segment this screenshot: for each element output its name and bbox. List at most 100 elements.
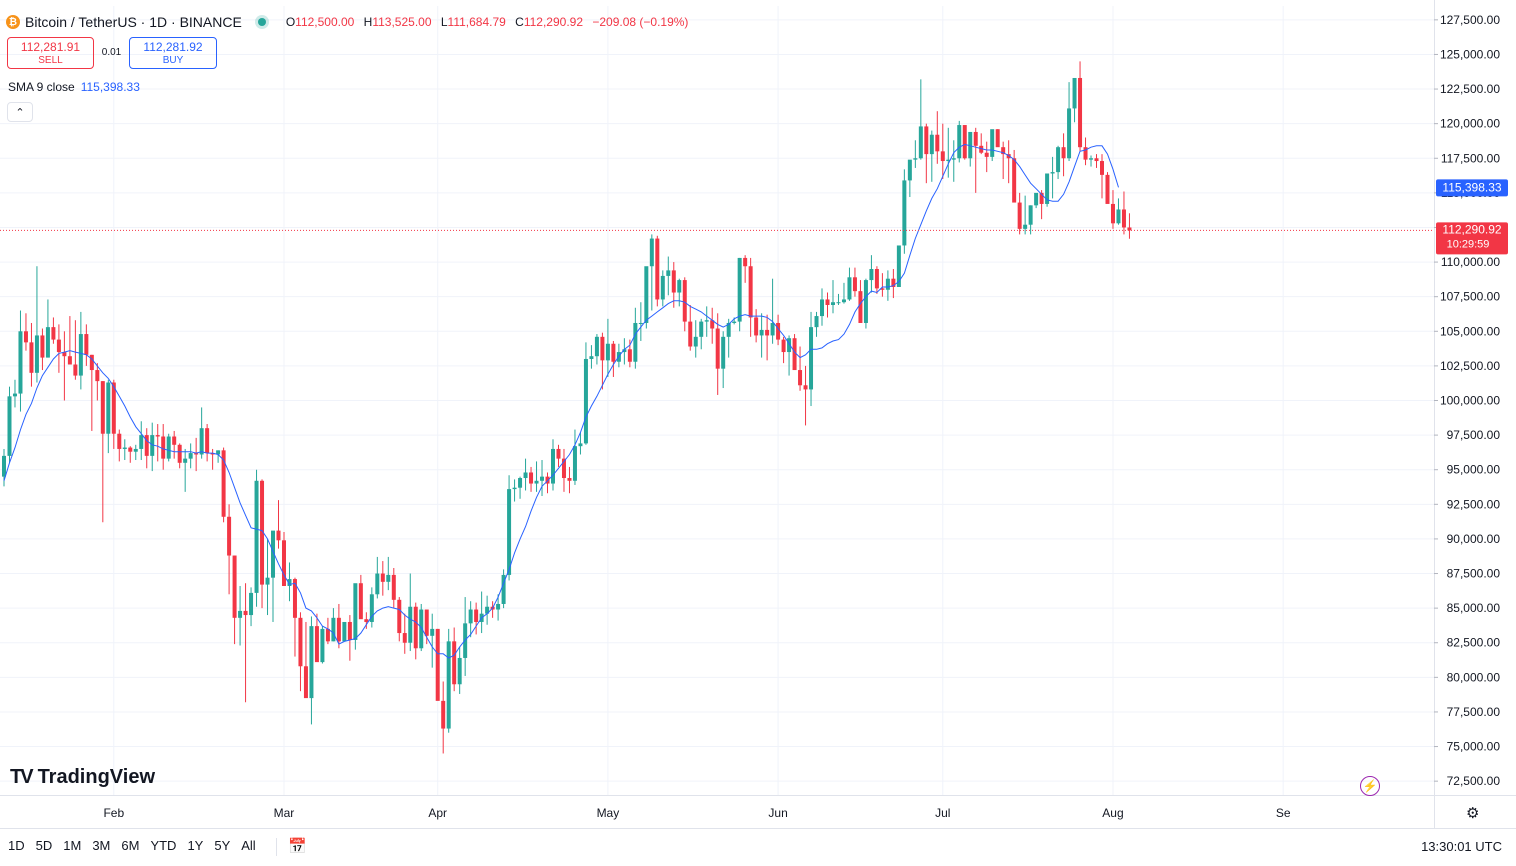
x-tick-label: Jul: [935, 806, 950, 820]
sell-button[interactable]: 112,281.91 SELL: [7, 37, 94, 69]
candle-body: [1050, 172, 1055, 174]
candle-body: [1067, 108, 1072, 159]
candle-body: [276, 530, 281, 541]
candle-body: [1094, 158, 1099, 162]
candle-body: [380, 573, 385, 582]
chevron-up-icon[interactable]: ⌃: [7, 102, 33, 122]
x-tick-label: May: [597, 806, 620, 820]
candle-body: [1056, 147, 1061, 173]
candle-body: [40, 335, 45, 358]
last-price-text: 112,290.92: [1442, 222, 1501, 236]
candle-body: [567, 478, 572, 481]
candle-body: [457, 657, 462, 685]
symbol-header[interactable]: ₿ Bitcoin / TetherUS · 1D · BINANCE O112…: [6, 12, 688, 32]
y-tick-label: 127,500.00: [1440, 13, 1500, 27]
candle-body: [540, 476, 545, 481]
range-button-1m[interactable]: 1M: [63, 838, 82, 853]
range-button-6m[interactable]: 6M: [121, 838, 140, 853]
candle-body: [918, 126, 923, 159]
y-tick-label: 120,000.00: [1440, 117, 1500, 131]
candle-body: [34, 335, 39, 373]
candle-body: [946, 159, 951, 162]
candle-body: [402, 633, 407, 643]
candle-body: [507, 489, 512, 575]
candle-body: [2, 455, 6, 477]
candle-body: [408, 606, 413, 643]
range-button-1d[interactable]: 1D: [8, 838, 25, 853]
range-buttons: 1D 5D 1M 3M 6M YTD 1Y 5Y All: [8, 838, 267, 853]
x-tick-label: Jun: [768, 806, 787, 820]
gear-icon[interactable]: ⚙: [1466, 805, 1480, 822]
candle-body: [342, 621, 347, 642]
candle-body: [655, 238, 660, 300]
candle-body: [984, 152, 989, 157]
range-button-1y[interactable]: 1Y: [187, 838, 204, 853]
candle-body: [825, 299, 830, 305]
candle-body: [907, 159, 912, 181]
calendar-goto-icon[interactable]: 📅: [288, 838, 307, 855]
candle-body: [260, 480, 265, 585]
range-button-5y[interactable]: 5Y: [214, 838, 231, 853]
candle-body: [1028, 205, 1033, 225]
candle-body: [128, 447, 133, 452]
candle-body: [18, 331, 23, 394]
candle-body: [309, 626, 314, 699]
candle-body: [929, 134, 934, 155]
candle-body: [880, 288, 885, 290]
range-button-all[interactable]: All: [241, 838, 256, 853]
candle-body: [666, 270, 671, 276]
candle-body: [682, 280, 687, 322]
range-button-5d[interactable]: 5D: [35, 838, 53, 853]
y-tick-label: 100,000.00: [1440, 394, 1500, 408]
sma-legend-label: SMA 9 close: [8, 80, 75, 94]
countdown-text: 10:29:59: [1447, 238, 1490, 250]
candle-body: [188, 453, 193, 459]
candle-body: [737, 257, 742, 322]
candle-body: [748, 266, 753, 318]
sma-price-label: 115,398.33: [1436, 179, 1508, 197]
lightning-icon[interactable]: ⚡: [1360, 776, 1380, 796]
candle-body: [51, 327, 56, 340]
range-button-ytd[interactable]: YTD: [150, 838, 177, 853]
symbol-title[interactable]: Bitcoin / TetherUS · 1D · BINANCE: [25, 14, 242, 30]
candle-body: [314, 626, 319, 663]
price-axis[interactable]: 72,500.00 75,000.00 77,500.00 80,000.00 82,5…: [1434, 0, 1500, 828]
candle-body: [150, 435, 155, 456]
range-button-3m[interactable]: 3M: [92, 838, 111, 853]
candle-body: [660, 275, 665, 300]
candle-body: [320, 628, 325, 663]
open-value: 112,500.00: [295, 15, 355, 29]
candle-body: [194, 453, 199, 455]
candle-body: [721, 336, 726, 369]
candle-body: [353, 583, 358, 640]
candle-body: [474, 609, 479, 622]
candle-body: [776, 322, 781, 340]
candle-body: [1012, 158, 1017, 203]
y-tick-label: 110,000.00: [1441, 255, 1500, 269]
candle-body: [935, 134, 940, 152]
candle-body: [271, 530, 276, 578]
time-axis[interactable]: Feb Mar Apr May Jun Jul Aug Se: [0, 795, 1516, 821]
candle-body: [84, 334, 89, 355]
candle-body: [863, 280, 868, 323]
candle-body: [73, 364, 78, 376]
candle-body: [583, 358, 588, 444]
candle-body: [424, 609, 429, 636]
open-label: O: [285, 15, 296, 29]
candle-body: [924, 126, 929, 155]
candle-body: [249, 592, 254, 616]
candle-body: [858, 291, 863, 323]
utc-clock[interactable]: 13:30:01 UTC: [1421, 839, 1502, 854]
candle-body: [369, 594, 374, 622]
candle-body: [693, 336, 698, 347]
candle-body: [578, 443, 583, 447]
candle-body: [957, 125, 962, 159]
x-tick-label: Mar: [274, 806, 295, 820]
y-tick-label: 102,500.00: [1440, 359, 1500, 373]
candle-body: [1127, 227, 1132, 231]
candle-body: [644, 266, 649, 323]
candle-body: [1061, 147, 1066, 159]
sma-legend[interactable]: SMA 9 close 115,398.33: [8, 80, 140, 94]
buy-button[interactable]: 112,281.92 BUY: [129, 37, 217, 69]
